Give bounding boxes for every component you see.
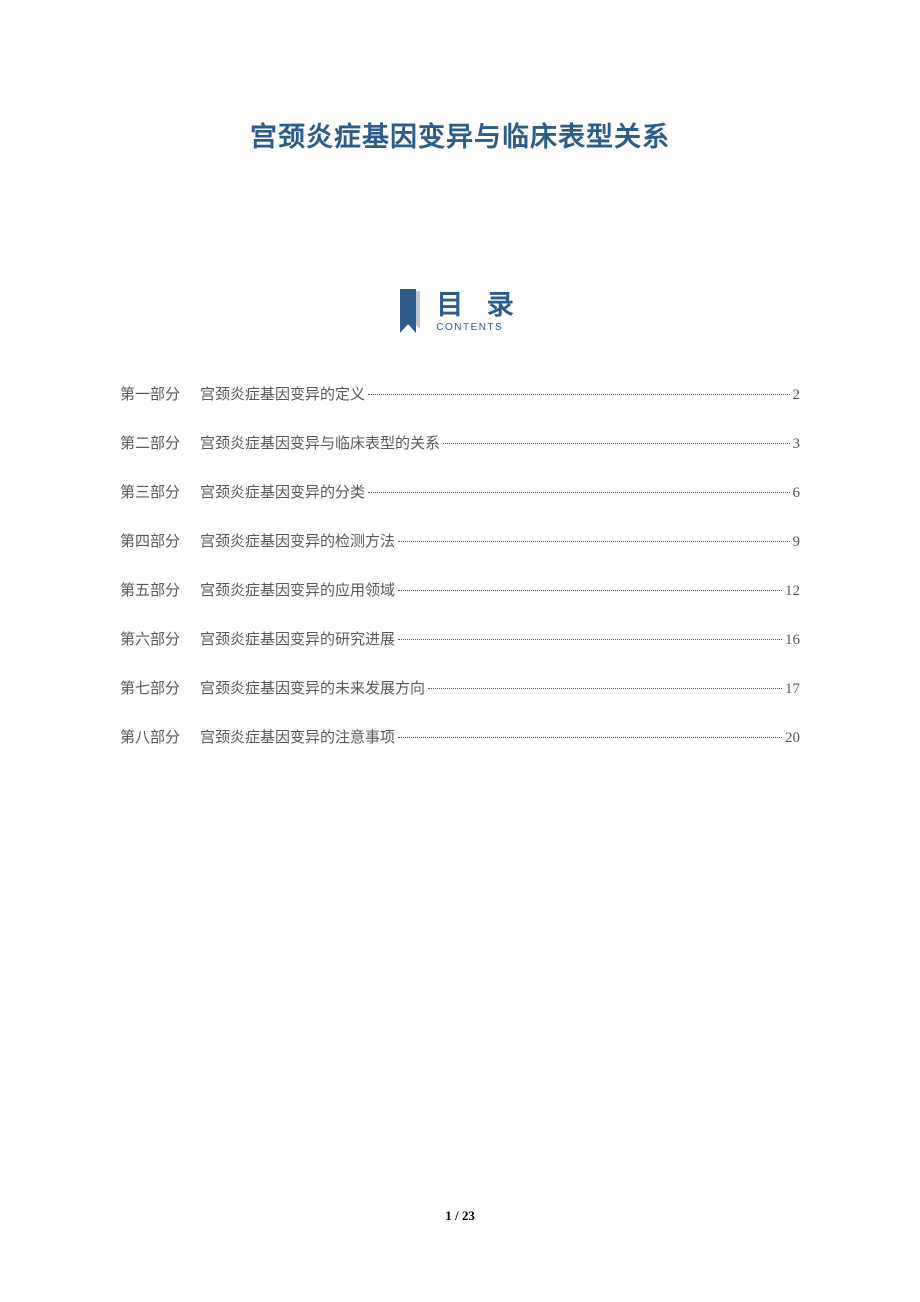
- toc-page-number: 6: [793, 485, 801, 502]
- toc-row[interactable]: 第三部分 宫颈炎症基因变异的分类 6: [120, 481, 800, 502]
- page-footer: 1 / 23: [0, 1208, 920, 1224]
- toc-leader-dots: [443, 443, 789, 444]
- toc-leader-dots: [398, 639, 782, 640]
- toc-row[interactable]: 第五部分 宫颈炎症基因变异的应用领域 12: [120, 579, 800, 600]
- toc-part-label: 第三部分: [120, 481, 180, 502]
- footer-separator: /: [452, 1208, 462, 1223]
- toc-leader-dots: [368, 394, 789, 395]
- toc-page-number: 17: [785, 681, 800, 698]
- toc-page-number: 3: [793, 436, 801, 453]
- toc-leader-dots: [398, 737, 782, 738]
- toc-row[interactable]: 第八部分 宫颈炎症基因变异的注意事项 20: [120, 726, 800, 747]
- toc-row[interactable]: 第一部分 宫颈炎症基因变异的定义 2: [120, 383, 800, 404]
- toc-page-number: 12: [785, 583, 800, 600]
- toc-leader-dots: [398, 541, 789, 542]
- toc-leader-dots: [428, 688, 782, 689]
- toc-entry-title: 宫颈炎症基因变异的研究进展: [200, 628, 395, 649]
- toc-row[interactable]: 第四部分 宫颈炎症基因变异的检测方法 9: [120, 530, 800, 551]
- toc-entry-title: 宫颈炎症基因变异的应用领域: [200, 579, 395, 600]
- toc-label-cn: 目 录: [436, 291, 522, 321]
- toc-part-label: 第七部分: [120, 677, 180, 698]
- toc-part-label: 第八部分: [120, 726, 180, 747]
- toc-page-number: 2: [793, 387, 801, 404]
- toc-part-label: 第六部分: [120, 628, 180, 649]
- toc-part-label: 第一部分: [120, 383, 180, 404]
- toc-row[interactable]: 第六部分 宫颈炎症基因变异的研究进展 16: [120, 628, 800, 649]
- toc-entry-title: 宫颈炎症基因变异的定义: [200, 383, 365, 404]
- toc-entry-title: 宫颈炎症基因变异的未来发展方向: [200, 677, 425, 698]
- toc-entry-title: 宫颈炎症基因变异的注意事项: [200, 726, 395, 747]
- toc-leader-dots: [398, 590, 782, 591]
- toc-page-number: 9: [793, 534, 801, 551]
- toc-part-label: 第四部分: [120, 530, 180, 551]
- toc-page-number: 20: [785, 730, 800, 747]
- toc-label-block: 目 录 CONTENTS: [436, 291, 522, 334]
- toc-part-label: 第五部分: [120, 579, 180, 600]
- toc-leader-dots: [368, 492, 789, 493]
- document-page: 宫颈炎症基因变异与临床表型关系 目 录 CONTENTS 第一部分 宫颈炎症基因…: [0, 0, 920, 1302]
- toc-list: 第一部分 宫颈炎症基因变异的定义 2 第二部分 宫颈炎症基因变异与临床表型的关系…: [120, 383, 800, 747]
- toc-page-number: 16: [785, 632, 800, 649]
- toc-entry-title: 宫颈炎症基因变异的分类: [200, 481, 365, 502]
- toc-label-en: CONTENTS: [436, 322, 503, 333]
- toc-bookmark-icon: [398, 289, 426, 335]
- page-title: 宫颈炎症基因变异与临床表型关系: [120, 115, 800, 154]
- toc-row[interactable]: 第二部分 宫颈炎症基因变异与临床表型的关系 3: [120, 432, 800, 453]
- toc-part-label: 第二部分: [120, 432, 180, 453]
- toc-entry-title: 宫颈炎症基因变异与临床表型的关系: [200, 432, 440, 453]
- footer-total-pages: 23: [462, 1208, 475, 1223]
- toc-row[interactable]: 第七部分 宫颈炎症基因变异的未来发展方向 17: [120, 677, 800, 698]
- toc-header: 目 录 CONTENTS: [120, 289, 800, 335]
- toc-entry-title: 宫颈炎症基因变异的检测方法: [200, 530, 395, 551]
